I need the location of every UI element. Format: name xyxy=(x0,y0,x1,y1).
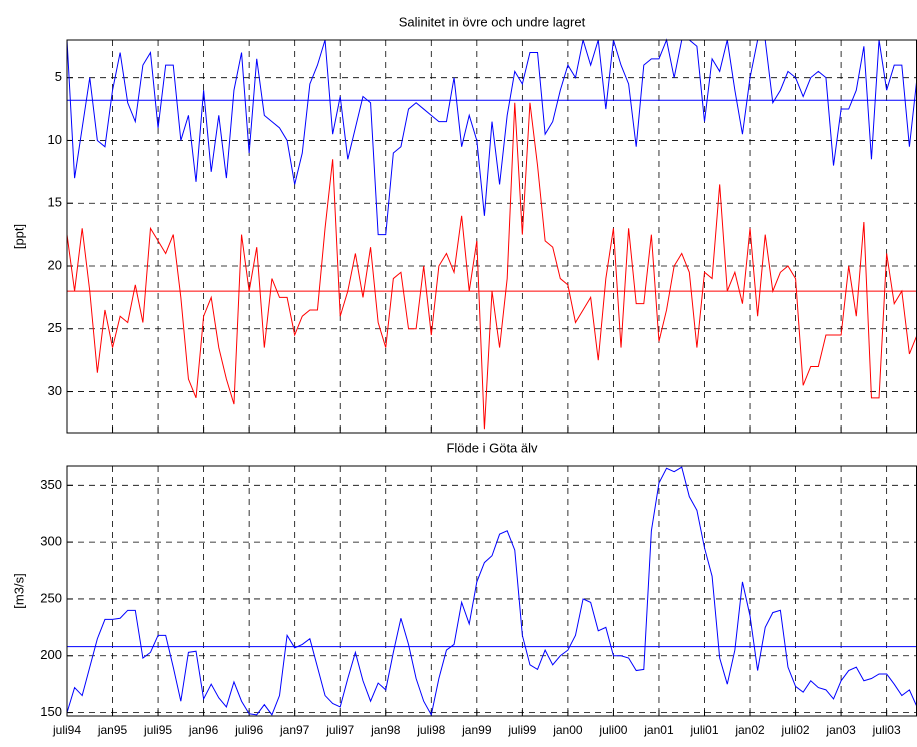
data-line xyxy=(66,466,917,717)
x-tick-label: juli01 xyxy=(689,723,718,737)
x-tick-label: juli97 xyxy=(325,723,354,737)
x-tick-label: jan98 xyxy=(370,723,401,737)
y-axis-label: [ppt] xyxy=(11,224,26,249)
y-tick-label: 10 xyxy=(48,132,62,147)
x-tick-label: juli98 xyxy=(416,723,445,737)
data-line xyxy=(66,102,917,430)
y-tick-label: 150 xyxy=(40,704,62,719)
x-tick-label: jan02 xyxy=(734,723,765,737)
x-tick-label: juli00 xyxy=(598,723,627,737)
y-tick-label: 5 xyxy=(55,69,62,84)
y-tick-label: 350 xyxy=(40,477,62,492)
y-tick-label: 250 xyxy=(40,590,62,605)
y-tick-label: 300 xyxy=(40,534,62,549)
y-tick-label: 25 xyxy=(48,320,62,335)
x-tick-label: jan00 xyxy=(552,723,583,737)
y-tick-label: 30 xyxy=(48,383,62,398)
x-tick-label: jan01 xyxy=(643,723,674,737)
x-tick-label: jan99 xyxy=(461,723,492,737)
chart-title: Flöde i Göta älv xyxy=(446,440,538,455)
x-tick-label: juli96 xyxy=(234,723,263,737)
data-line xyxy=(66,38,917,236)
chart-title: Salinitet in övre och undre lagret xyxy=(399,14,586,29)
y-tick-label: 15 xyxy=(48,195,62,210)
x-tick-label: juli02 xyxy=(781,723,810,737)
x-tick-label: juli99 xyxy=(507,723,536,737)
y-tick-label: 200 xyxy=(40,647,62,662)
y-tick-label: 20 xyxy=(48,257,62,272)
x-tick-label: jan97 xyxy=(279,723,310,737)
x-tick-label: juli03 xyxy=(872,723,901,737)
y-axis-label: [m3/s] xyxy=(11,573,26,608)
x-tick-label: jan95 xyxy=(97,723,128,737)
x-tick-label: jan03 xyxy=(825,723,856,737)
x-tick-label: jan96 xyxy=(188,723,219,737)
x-tick-label: juli94 xyxy=(52,723,81,737)
x-tick-label: juli95 xyxy=(143,723,172,737)
